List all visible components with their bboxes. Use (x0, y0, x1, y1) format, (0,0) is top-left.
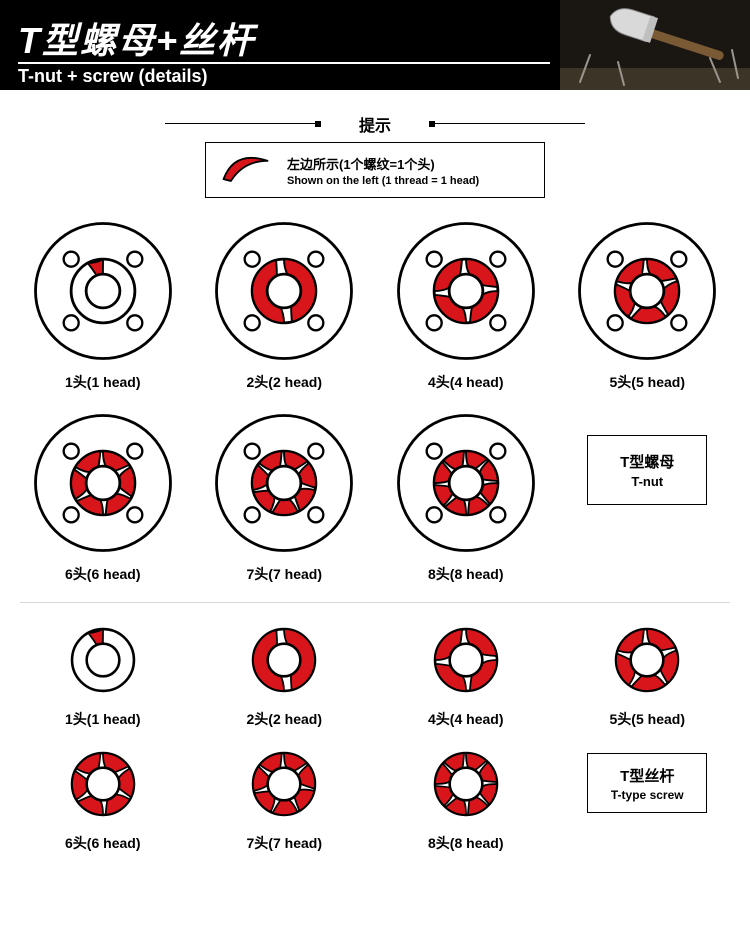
section-divider (20, 602, 730, 603)
screw-grid: 1头(1 head) 2头(2 head) 4头(4 head) 5头(5 head)… (20, 617, 730, 853)
screw-diagram-1 (60, 617, 146, 703)
thread-shape-icon (218, 153, 273, 187)
tnut-diagram-2 (209, 216, 359, 366)
screw-diagram-8 (423, 741, 509, 827)
screw-cell-5: 5头(5 head) (565, 617, 731, 729)
screw-caption-6: 6头(6 head) (20, 833, 186, 853)
tnut-diagram-4 (391, 216, 541, 366)
screw-cell-2: 2头(2 head) (202, 617, 368, 729)
tnut-diagram-8 (391, 408, 541, 558)
tnut-caption-7: 7头(7 head) (202, 564, 368, 584)
screw-cell-8: 8头(8 head) (383, 741, 549, 853)
tnut-caption-2: 2头(2 head) (202, 372, 368, 392)
tnut-caption-1: 1头(1 head) (20, 372, 186, 392)
tnut-cell-7: 7头(7 head) (202, 408, 368, 584)
tip-text-cn: 左边所示(1个螺纹=1个头) (287, 154, 479, 173)
screw-cell-7: 7头(7 head) (202, 741, 368, 853)
header-rule (18, 62, 550, 64)
screw-caption-2: 2头(2 head) (202, 709, 368, 729)
tnut-caption-4: 4头(4 head) (383, 372, 549, 392)
screw-diagram-5 (604, 617, 690, 703)
screw-diagram-6 (60, 741, 146, 827)
screw-label-cn: T型丝杆 (620, 765, 674, 786)
tnut-cell-4: 4头(4 head) (383, 216, 549, 392)
screw-caption-4: 4头(4 head) (383, 709, 549, 729)
tip-section: 提示 左边所示(1个螺纹=1个头) Shown on the left (1 t… (20, 112, 730, 198)
tnut-cell-8: 8头(8 head) (383, 408, 549, 584)
tnut-caption-8: 8头(8 head) (383, 564, 549, 584)
tip-box: 左边所示(1个螺纹=1个头) Shown on the left (1 thre… (205, 142, 545, 198)
screw-caption-5: 5头(5 head) (565, 709, 731, 729)
tip-title: 提示 (349, 112, 401, 136)
tnut-caption-5: 5头(5 head) (565, 372, 731, 392)
hammer-photo (560, 0, 750, 90)
tnut-label-cell: T型螺母 T-nut (565, 408, 731, 584)
tnut-cell-6: 6头(6 head) (20, 408, 186, 584)
screw-caption-8: 8头(8 head) (383, 833, 549, 853)
tnut-diagram-1 (28, 216, 178, 366)
tnut-caption-6: 6头(6 head) (20, 564, 186, 584)
tnut-cell-1: 1头(1 head) (20, 216, 186, 392)
screw-cell-1: 1头(1 head) (20, 617, 186, 729)
tnut-label-box: T型螺母 T-nut (587, 435, 707, 505)
tnut-cell-2: 2头(2 head) (202, 216, 368, 392)
screw-diagram-2 (241, 617, 327, 703)
tip-text-en: Shown on the left (1 thread = 1 head) (287, 175, 479, 187)
tnut-diagram-6 (28, 408, 178, 558)
header: T型螺母+丝杆 T-nut + screw (details) (0, 0, 750, 90)
tnut-label-en: T-nut (631, 474, 663, 489)
tnut-cell-5: 5头(5 head) (565, 216, 731, 392)
screw-diagram-4 (423, 617, 509, 703)
screw-caption-1: 1头(1 head) (20, 709, 186, 729)
screw-label-en: T-type screw (611, 788, 684, 802)
screw-label-cell: T型丝杆 T-type screw (565, 741, 731, 853)
screw-cell-4: 4头(4 head) (383, 617, 549, 729)
tnut-grid: 1头(1 head) 2头(2 head) 4头(4 head) 5头(5 head)… (20, 216, 730, 584)
tnut-label-cn: T型螺母 (620, 451, 674, 472)
tnut-diagram-5 (572, 216, 722, 366)
screw-caption-7: 7头(7 head) (202, 833, 368, 853)
screw-cell-6: 6头(6 head) (20, 741, 186, 853)
tnut-diagram-7 (209, 408, 359, 558)
screw-diagram-7 (241, 741, 327, 827)
screw-label-box: T型丝杆 T-type screw (587, 753, 707, 813)
content: 提示 左边所示(1个螺纹=1个头) Shown on the left (1 t… (0, 90, 750, 863)
